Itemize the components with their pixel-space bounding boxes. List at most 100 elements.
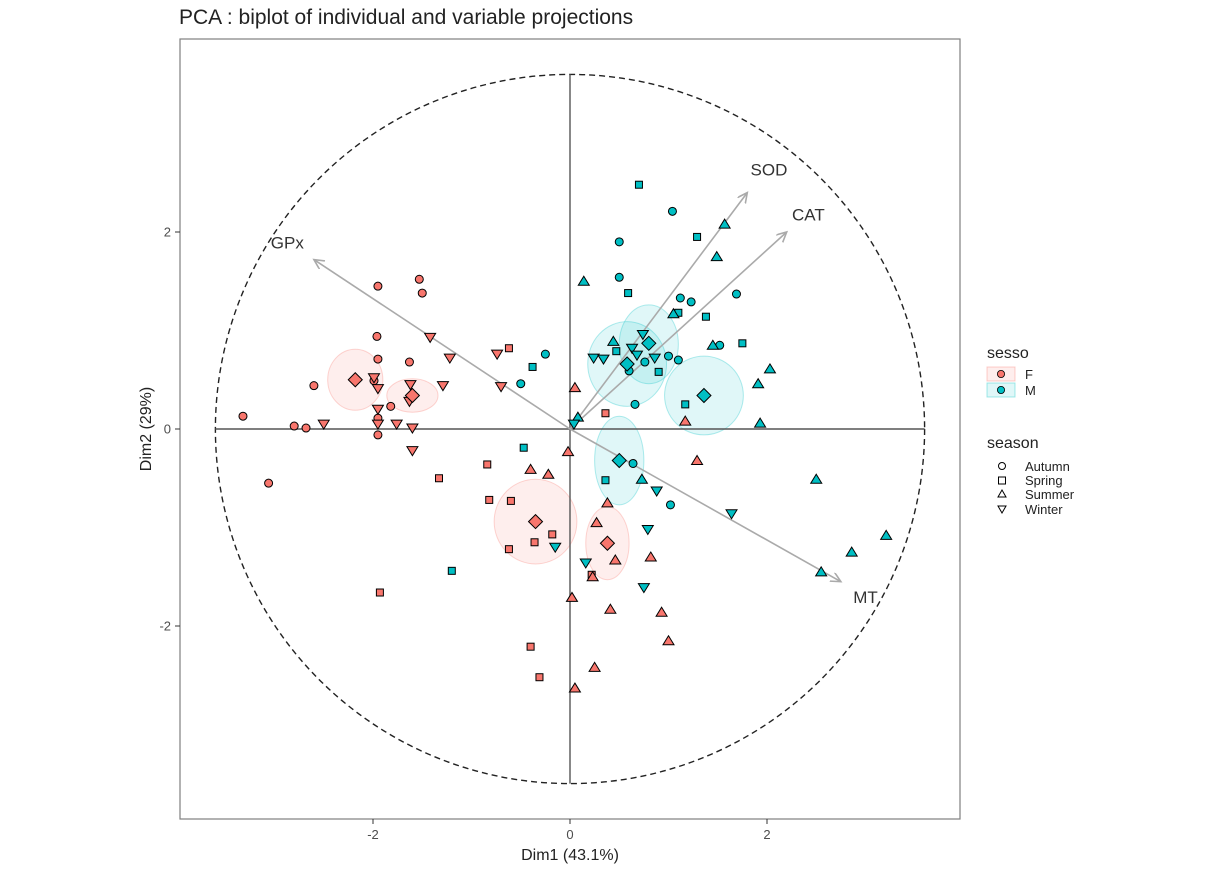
point-F-autumn xyxy=(417,288,427,298)
point-M-spring xyxy=(693,232,702,241)
point-F-summer xyxy=(568,381,582,393)
point-M-autumn xyxy=(673,355,683,365)
point-M-winter xyxy=(579,558,593,569)
point-F-summer xyxy=(524,463,537,474)
chart-title: PCA : biplot of individual and variable … xyxy=(179,6,633,29)
arrow-mt xyxy=(569,428,841,582)
variable-label-sod: SOD xyxy=(751,160,788,179)
point-F-winter xyxy=(436,381,450,392)
point-M-autumn xyxy=(640,357,650,367)
point-M-summer xyxy=(577,275,591,286)
point-F-summer xyxy=(568,682,582,693)
variable-arrows xyxy=(314,193,841,582)
point-M-autumn xyxy=(630,399,640,409)
arrow-gpx xyxy=(314,260,571,430)
point-F-winter xyxy=(406,423,419,434)
point-F-summer xyxy=(608,554,622,565)
group-mean-M-spring xyxy=(619,356,635,372)
point-M-autumn xyxy=(667,206,677,216)
variable-label-gpx: GPx xyxy=(271,233,305,252)
point-M-summer xyxy=(606,335,620,346)
point-F-autumn xyxy=(289,421,299,431)
point-M-summer xyxy=(809,473,823,484)
point-M-spring xyxy=(519,443,528,452)
variable-label-cat: CAT xyxy=(792,206,825,225)
y-tick-label: 2 xyxy=(164,225,171,240)
point-M-winter xyxy=(625,343,639,355)
point-M-winter xyxy=(650,486,664,498)
point-F-autumn xyxy=(238,411,248,421)
point-M-winter xyxy=(637,583,651,594)
variable-label-mt: MT xyxy=(853,588,878,607)
point-M-winter xyxy=(567,419,581,431)
point-F-winter xyxy=(371,404,385,416)
group-mean-M-winter xyxy=(641,335,657,352)
point-F-summer xyxy=(678,415,692,426)
point-F-autumn xyxy=(309,381,319,391)
point-M-autumn xyxy=(614,237,624,247)
point-M-spring xyxy=(738,339,747,348)
point-F-summer xyxy=(586,570,600,582)
point-F-summer xyxy=(644,551,658,562)
point-F-summer xyxy=(655,606,668,617)
legend-key-summer-triangle xyxy=(997,488,1007,498)
point-F-autumn xyxy=(373,354,383,364)
point-F-summer xyxy=(561,445,575,457)
legend-label-autumn: Autumn xyxy=(1025,459,1070,474)
point-F-winter xyxy=(371,384,385,395)
point-M-winter xyxy=(587,353,601,365)
point-F-spring xyxy=(504,344,513,353)
point-M-autumn xyxy=(628,458,638,468)
point-F-summer xyxy=(590,516,603,528)
point-M-winter xyxy=(630,350,644,362)
legend-key-autumn-circle xyxy=(998,462,1006,470)
point-F-winter xyxy=(317,419,331,431)
legend-label-F: F xyxy=(1025,367,1033,382)
group-mean-F-spring xyxy=(527,513,544,530)
legend-sesso: sesso F M xyxy=(986,345,1036,398)
arrow-cat xyxy=(569,232,787,430)
point-F-winter xyxy=(406,446,419,457)
x-tick-label: 0 xyxy=(566,827,573,842)
point-M-autumn xyxy=(686,297,696,307)
point-F-spring xyxy=(601,409,610,418)
legend-key-M-point xyxy=(997,385,1006,394)
legend-season-title: season xyxy=(987,435,1039,452)
point-F-autumn xyxy=(404,357,414,367)
point-F-winter xyxy=(404,380,417,391)
legend-key-winter-triangle-down xyxy=(997,505,1007,515)
point-F-winter xyxy=(423,332,437,344)
point-M-summer xyxy=(814,565,828,577)
group-mean-F-winter xyxy=(404,387,421,404)
point-F-spring xyxy=(526,642,535,651)
point-F-spring xyxy=(375,588,384,597)
point-F-autumn xyxy=(264,478,274,488)
point-F-spring xyxy=(506,496,515,505)
point-F-winter xyxy=(390,419,404,431)
point-F-winter xyxy=(371,419,385,431)
point-M-spring xyxy=(654,367,663,376)
point-M-summer xyxy=(635,473,649,484)
legend-season: season Autumn Spring Summer Winter xyxy=(987,435,1075,517)
point-F-spring xyxy=(485,495,494,504)
point-M-autumn xyxy=(540,349,550,359)
point-M-autumn xyxy=(675,293,685,303)
point-M-winter xyxy=(725,509,738,520)
point-M-summer xyxy=(751,377,765,389)
x-axis-title: Dim1 (43.1%) xyxy=(521,847,619,864)
point-M-winter xyxy=(548,542,562,554)
point-F-autumn xyxy=(414,274,424,284)
y-tick-label: 0 xyxy=(164,422,171,437)
point-M-autumn xyxy=(664,351,673,361)
group-mean-F-summer xyxy=(599,535,616,551)
point-F-summer xyxy=(565,591,579,602)
legend-key-F-point xyxy=(997,369,1006,378)
point-M-spring xyxy=(681,400,690,409)
axis-ticks: -2 0 2 -2 0 2 xyxy=(159,225,770,843)
point-F-autumn xyxy=(301,423,311,433)
legend-label-summer: Summer xyxy=(1025,487,1075,502)
point-M-spring xyxy=(701,312,710,321)
y-tick-label: -2 xyxy=(159,619,171,634)
legend-key-spring-square xyxy=(998,476,1006,485)
point-F-winter xyxy=(367,373,381,384)
